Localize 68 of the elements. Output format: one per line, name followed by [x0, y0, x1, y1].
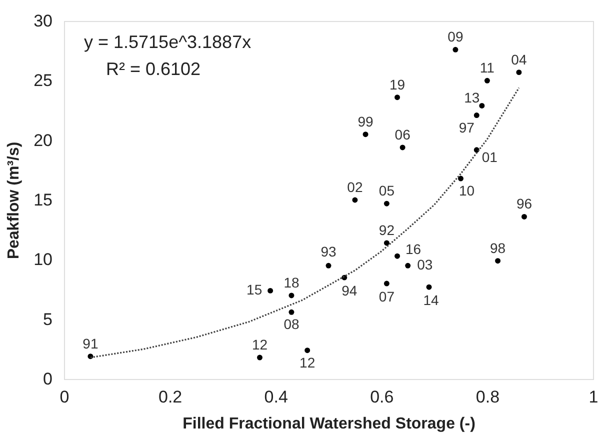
annotation: 04 [511, 51, 527, 68]
point [400, 144, 406, 150]
y-tick-label: 30 [34, 12, 52, 30]
y-tick-label: 15 [34, 190, 52, 210]
annotation: 93 [320, 244, 336, 260]
x-tick-label: 1 [588, 388, 598, 406]
point [495, 258, 501, 264]
point [521, 214, 527, 220]
annotation: 15 [246, 282, 262, 298]
y-tick-label: 10 [34, 250, 52, 270]
annotation: 11 [480, 60, 495, 76]
annotation: 03 [417, 256, 433, 273]
annotation: 14 [423, 292, 440, 308]
annotation: 18 [284, 274, 300, 290]
point [384, 200, 390, 206]
annotation: 09 [448, 28, 464, 45]
annotation: 12 [300, 354, 316, 370]
point [384, 280, 390, 286]
annotation: 99 [358, 113, 374, 130]
x-axis-title: Filled Fractional Watershed Storage (-) [182, 416, 476, 432]
y-tick-label: 25 [34, 71, 52, 90]
annotation: 13 [464, 90, 480, 106]
annotation: 02 [347, 179, 363, 195]
y-tick-label: 0 [43, 370, 52, 388]
annotation: 96 [516, 196, 532, 212]
y-tick-label: 5 [43, 310, 52, 329]
point [384, 240, 390, 246]
point [326, 262, 332, 268]
point [268, 288, 274, 294]
y-axis-title: Peakflow (m³/s) [6, 142, 23, 260]
annotation: 12 [252, 336, 268, 353]
point [304, 348, 310, 354]
point [474, 112, 480, 118]
annotation: 19 [389, 76, 406, 92]
point [394, 94, 400, 100]
annotation: R² = 0.6102 [106, 59, 201, 79]
point [479, 102, 485, 108]
x-tick-label: 0.4 [264, 388, 288, 406]
annotation: 94 [342, 282, 358, 299]
annotation: 05 [378, 182, 395, 199]
annotation: 16 [405, 241, 422, 258]
point [288, 309, 294, 315]
annotation: 01 [482, 148, 498, 165]
annotation: 10 [458, 182, 475, 199]
point [362, 132, 368, 138]
point [394, 253, 400, 259]
x-tick-label: 0.8 [476, 388, 500, 406]
y-tick-label: 20 [34, 130, 52, 150]
point [256, 354, 262, 360]
annotation: y = 1.5715e^3.1887x [84, 32, 252, 52]
annotation: 97 [458, 119, 475, 136]
point [516, 70, 522, 76]
annotation: 92 [378, 222, 395, 238]
annotation: 98 [490, 240, 506, 256]
point [288, 292, 294, 298]
point [458, 176, 464, 182]
annotation: 91 [82, 335, 98, 352]
point [484, 78, 490, 84]
point [452, 46, 458, 52]
point [426, 284, 432, 290]
x-tick-label: 0.2 [158, 388, 182, 406]
annotation: 06 [394, 126, 411, 142]
annotation: 07 [378, 288, 395, 305]
x-tick-label: 0.6 [370, 388, 394, 406]
annotation: 08 [284, 316, 300, 332]
x-tick-label: 0 [60, 388, 70, 406]
point [405, 262, 411, 268]
point [352, 197, 358, 203]
